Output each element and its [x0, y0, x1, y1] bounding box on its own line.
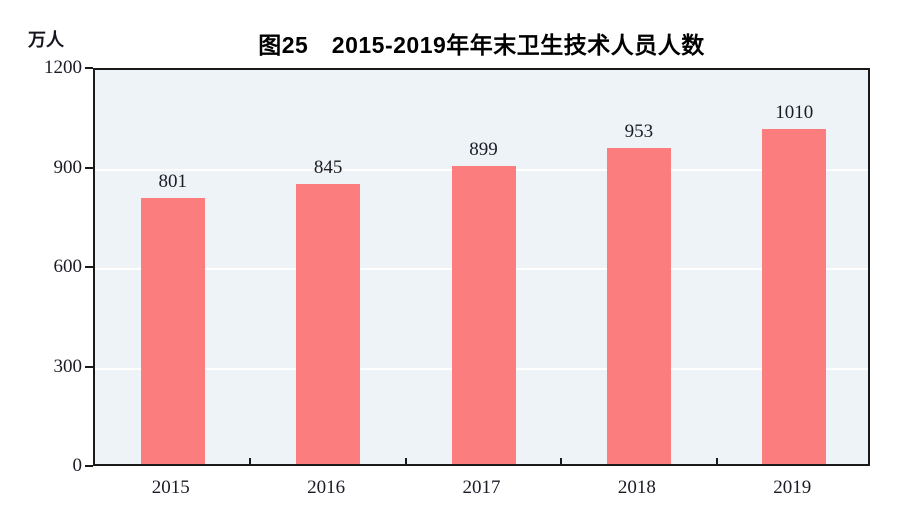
y-tick-label: 600	[53, 256, 83, 277]
x-tick-label: 2019	[773, 477, 812, 498]
chart-title: 图25 2015-2019年年末卫生技术人员人数	[258, 32, 705, 58]
x-tick-label: 2018	[617, 477, 656, 498]
y-tick-label: 1200	[44, 57, 82, 78]
bar-2018	[606, 147, 671, 464]
plot-area: 801 845 899 953 1010	[93, 68, 870, 466]
bar-value-label: 899	[469, 138, 498, 160]
x-tick-label: 2015	[151, 477, 190, 498]
y-tick-label: 900	[53, 156, 83, 178]
y-tick-label: 0	[72, 455, 83, 476]
y-tick-label: 300	[53, 355, 83, 377]
y-axis-unit-label: 万人	[28, 30, 64, 50]
x-tick-mark	[404, 458, 407, 464]
x-tick-label: 2017	[462, 477, 501, 498]
y-tick-mark	[85, 465, 93, 467]
x-tick-mark	[560, 458, 563, 464]
y-tick-mark	[85, 266, 93, 268]
bar-2016	[296, 183, 361, 464]
x-tick-label: 2016	[307, 477, 346, 498]
bar-value-label: 845	[313, 156, 343, 178]
y-tick-mark	[85, 166, 93, 169]
bar-2015	[140, 198, 205, 464]
bar-value-label: 953	[624, 120, 654, 142]
bar-value-label: 1010	[775, 102, 814, 124]
y-tick-mark	[85, 67, 93, 69]
bar-value-label: 801	[158, 171, 187, 193]
bar-2019	[762, 129, 827, 464]
y-tick-mark	[85, 365, 93, 368]
x-tick-mark	[249, 458, 252, 464]
x-tick-mark	[715, 458, 718, 464]
bar-2017	[451, 165, 516, 464]
